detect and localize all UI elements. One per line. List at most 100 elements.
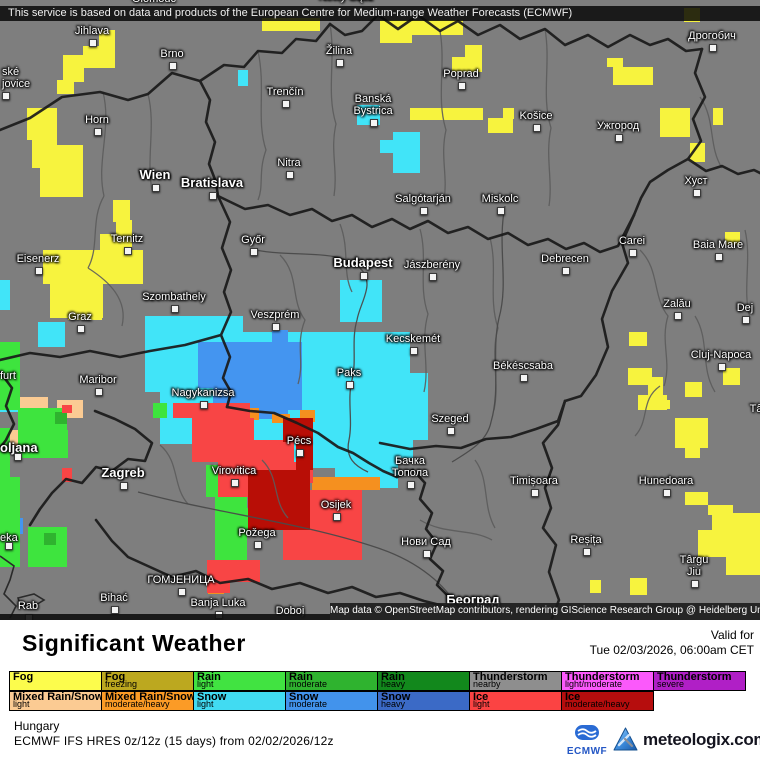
weather-patch-fog [726,557,760,575]
legend-cell-label: Ice [565,691,581,703]
city-label: Budapest [333,255,393,270]
page-title: Significant Weather [22,630,246,656]
city-label: Graz [68,311,92,323]
weather-map[interactable]: Olomouc Nowy Sącz Jihlava Brno Žilina Trenčín… [0,0,760,620]
city-marker [209,192,217,200]
weather-patch-fog [63,55,84,82]
city-label: Nagykanizsa [171,387,235,399]
legend-cell-label: Thunderstorm [657,671,732,683]
region-label: Hungary [14,719,60,733]
map-borders [0,13,760,620]
weather-patch-fog [503,108,514,119]
weather-patch-rnl [60,430,68,458]
weather-patch-rnl [206,465,218,497]
city-label: Wien [139,167,171,182]
weather-patch-fog [685,492,708,505]
weather-patch-rnl [0,428,10,477]
weather-patch-mxm [312,477,380,490]
weather-patch-fog [590,580,601,593]
city-label: Jászberény [403,259,461,271]
city-label: Reșița [570,534,602,546]
weather-patch-snm [230,408,288,419]
weather-patch-fog [690,143,705,162]
city-marker [583,548,591,556]
meteologix-logo[interactable]: meteologix.com [612,726,760,753]
city-label: Хуст [684,175,708,187]
weather-patch-fog [685,448,700,458]
weather-patch-fog [660,108,690,137]
legend-cell-sublabel: light [197,679,214,689]
weather-patch-fog [712,513,760,557]
weather-patch-rnm [55,412,67,424]
legend-cell-sublabel: light [473,699,490,709]
city-marker [420,207,428,215]
city-label: Virovitica [211,465,257,477]
city-label: Veszprém [250,309,300,321]
legend-cell-label: Thunderstorm [473,671,548,683]
city-marker [286,171,294,179]
city-marker [531,489,539,497]
weather-patch-fog [99,30,115,48]
city-marker [14,453,22,461]
city-marker [5,542,13,550]
city-label: Бачка Топола [391,455,429,479]
ecmwf-logo[interactable]: ECMWF [563,724,611,757]
city-marker [124,247,132,255]
city-label: Ternitz [110,233,144,245]
weather-patch-fog [465,45,482,72]
city-label: Нови Сад [401,536,451,548]
weather-patch-snl [0,280,10,310]
weather-patch-fog [116,220,132,236]
city-label: Timișoara [510,475,558,487]
city-marker [152,184,160,192]
city-marker [120,482,128,490]
city-marker [77,325,85,333]
legend-cell-label: Snow [289,691,319,703]
city-label: Rab [17,600,39,612]
city-layer: Olomouc Nowy Sącz Jihlava Brno Žilina Trenčín… [0,0,760,620]
legend-cell: Rain heavy [377,671,470,691]
legend-cell-sublabel: nearby [473,679,501,689]
legend-cell-sublabel: severe [657,679,685,689]
weather-patch-fog [57,80,74,94]
weather-patch-fog [410,108,483,120]
weather-patch-fog [713,108,723,125]
banner-text: This service is based on data and produc… [8,7,573,19]
city-marker [562,267,570,275]
ecmwf-logo-icon [575,725,599,740]
city-label: Poprad [443,68,479,80]
weather-patch-fog [708,505,733,515]
city-label: Debrecen [541,253,589,265]
legend-cell-sublabel: moderate/heavy [105,699,170,709]
weather-patch-icl [310,490,362,560]
city-marker [407,481,415,489]
city-marker [715,253,723,261]
legend-row2: Mixed Rain/Snow light Mixed Rain/Snow moder… [9,691,745,711]
weather-patches-layer [0,8,760,595]
weather-patch-icl [192,418,254,462]
weather-patch-icl [230,560,260,582]
city-marker [691,580,699,588]
weather-patch-icl [62,405,72,413]
city-marker [282,100,290,108]
city-label: Olomouc [79,0,229,5]
city-marker [178,588,186,596]
weather-patch-fog [630,578,647,595]
weather-patch-fog [648,377,663,395]
city-marker [497,207,505,215]
weather-patch-icm [283,418,313,442]
weather-patch-icl [62,468,72,482]
weather-patch-icl [207,560,230,593]
legend-cell-sublabel: light/moderate [565,679,623,689]
city-marker [458,82,466,90]
weather-patch-snm [198,342,302,388]
city-marker [663,489,671,497]
city-marker [231,479,239,487]
legend-cell-sublabel: heavy [381,679,406,689]
legend-cell-label: Rain [381,671,405,683]
city-label: Zalău [663,298,691,310]
legend-cell-label: Ice [473,691,489,703]
city-label: Târgu Jiu [679,554,709,578]
weather-patch-fog [613,67,653,85]
